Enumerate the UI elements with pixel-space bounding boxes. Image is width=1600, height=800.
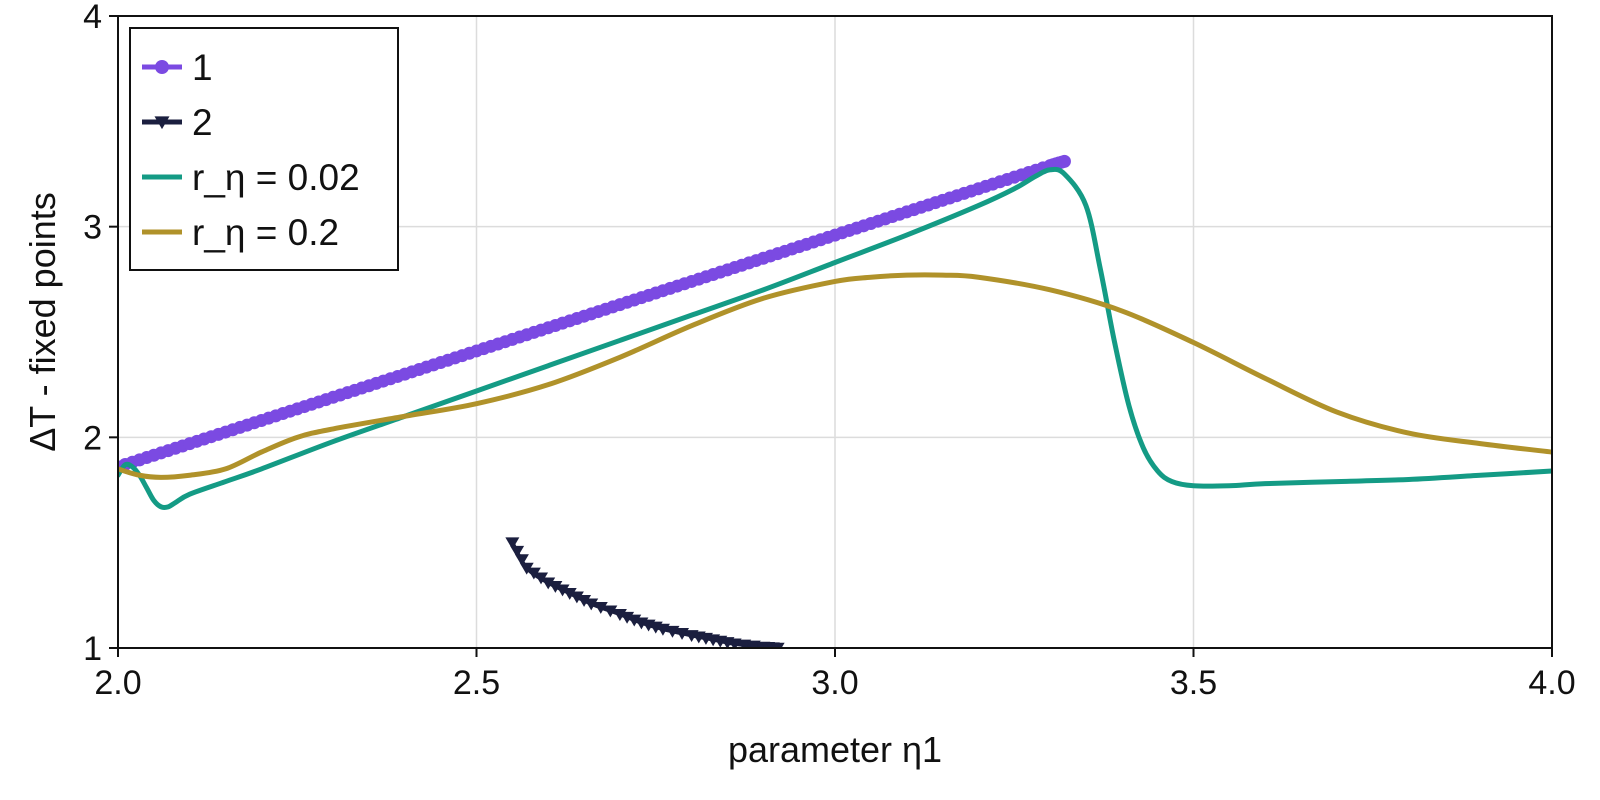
series-2 [505,537,785,648]
legend-label: r_η = 0.2 [192,212,339,253]
data-point [593,602,608,614]
data-point [770,642,785,648]
data-point [562,587,577,600]
legend-label: 1 [192,47,213,88]
legend-item: 1 [142,47,213,88]
data-point [541,577,556,590]
data-point [534,572,549,585]
legend-marker [154,116,170,130]
data-point [526,567,541,580]
data-point [577,594,592,607]
series-line [118,272,1552,480]
series-3 [118,166,1552,511]
y-tick-label: 4 [83,0,102,36]
data-point [1057,154,1071,168]
data-point [584,598,599,611]
y-tick-label: 1 [83,630,102,668]
y-tick-label: 2 [83,419,102,457]
data-point [603,605,618,618]
data-point [548,580,563,593]
legend: 1 2 r_η = 0.02 r_η = 0.2 [129,27,399,271]
x-axis-title: parameter η1 [728,729,942,770]
legend-label: r_η = 0.02 [192,157,360,198]
series-line [118,166,1552,511]
legend-label: 2 [192,102,213,143]
axis-ticks: 2.0 2.5 3.0 3.5 4.0 1 2 3 4 [83,0,1576,702]
series-4 [118,272,1552,480]
plot-series [118,154,1552,648]
series-1 [118,154,1071,474]
data-point [519,562,534,575]
data-point [555,584,570,597]
data-point [510,545,525,558]
x-tick-label: 2.5 [453,664,500,702]
x-tick-label: 3.0 [811,664,858,702]
y-axis-title: ΔT - fixed points [22,192,63,452]
data-point [569,591,584,604]
x-tick-label: 3.5 [1170,664,1217,702]
series-line [510,541,778,648]
x-tick-label: 2.0 [94,664,141,702]
legend-marker [155,60,169,74]
y-tick-label: 3 [83,209,102,247]
legend-item: 2 [142,102,213,143]
data-point [514,554,529,567]
x-tick-label: 4.0 [1528,664,1575,702]
data-point [505,537,520,550]
legend-item: r_η = 0.02 [142,157,360,198]
legend-item: r_η = 0.2 [142,212,339,253]
